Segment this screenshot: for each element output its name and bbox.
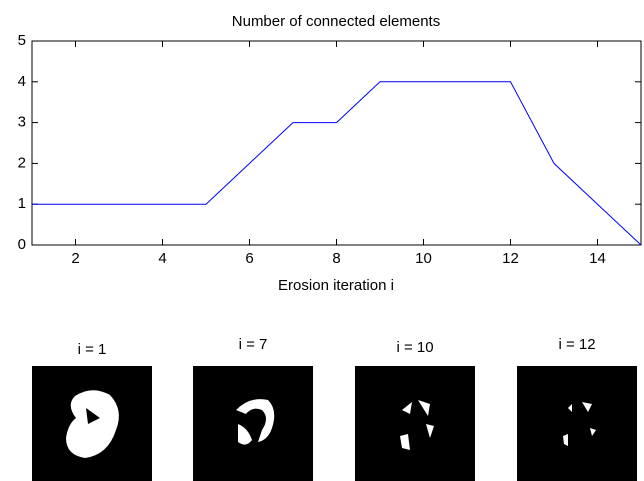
- x-tick-label: 2: [71, 250, 79, 267]
- image-title: i = 10: [396, 339, 433, 356]
- x-tick-label: 4: [158, 250, 166, 267]
- figure: Number of connected elements Erosion ite…: [0, 0, 644, 481]
- image-panel: i = 10: [355, 339, 475, 481]
- data-line: [32, 82, 641, 245]
- x-tick-label: 10: [415, 250, 432, 267]
- x-tick-label: 8: [332, 250, 340, 267]
- image-title: i = 1: [78, 341, 107, 358]
- x-tick-label: 14: [589, 250, 606, 267]
- y-tick-label: 5: [18, 32, 26, 49]
- image: [193, 366, 313, 481]
- x-tick-label: 6: [245, 250, 253, 267]
- image-panel: i = 12: [517, 336, 637, 481]
- image-panel: i = 1: [32, 341, 152, 481]
- y-tick-label: 2: [18, 154, 26, 171]
- y-tick-label: 0: [18, 236, 26, 253]
- chart-title: Number of connected elements: [232, 13, 440, 30]
- y-tick-label: 1: [18, 195, 26, 212]
- image-title: i = 12: [558, 336, 595, 353]
- image: [517, 366, 637, 481]
- image: [355, 366, 475, 481]
- plot-frame: [32, 41, 641, 245]
- x-axis-label: Erosion iteration i: [278, 277, 394, 294]
- y-tick-label: 4: [18, 73, 26, 90]
- image-panel: i = 7: [193, 336, 313, 481]
- image-title: i = 7: [239, 336, 268, 353]
- y-tick-label: 3: [18, 114, 26, 131]
- x-tick-label: 12: [502, 250, 519, 267]
